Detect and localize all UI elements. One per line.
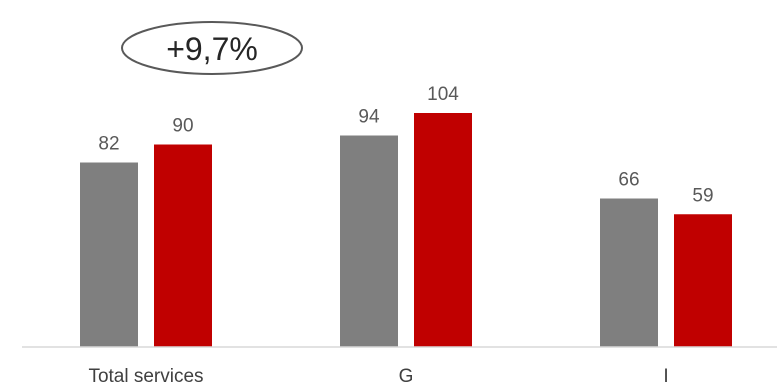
category-label-0: Total services	[88, 366, 203, 387]
data-label-1-1: 104	[427, 84, 459, 105]
bar-1-0	[340, 135, 398, 347]
bar-1-1	[414, 113, 472, 347]
data-label-0-1: 90	[172, 116, 193, 137]
annotation-label: +9,7%	[166, 31, 258, 67]
data-label-2-1: 59	[692, 185, 713, 206]
bar-2-0	[600, 198, 658, 347]
growth-annotation: +9,7%	[121, 21, 303, 75]
category-label-1: G	[399, 366, 414, 387]
bar-0-1	[154, 144, 212, 347]
annotation-ellipse	[121, 21, 303, 75]
bar-0-0	[80, 162, 138, 347]
category-label-2: I	[663, 366, 668, 387]
data-label-1-0: 94	[358, 107, 380, 128]
data-label-2-0: 66	[618, 170, 639, 191]
data-label-0-0: 82	[98, 134, 119, 155]
bar-2-1	[674, 214, 732, 347]
